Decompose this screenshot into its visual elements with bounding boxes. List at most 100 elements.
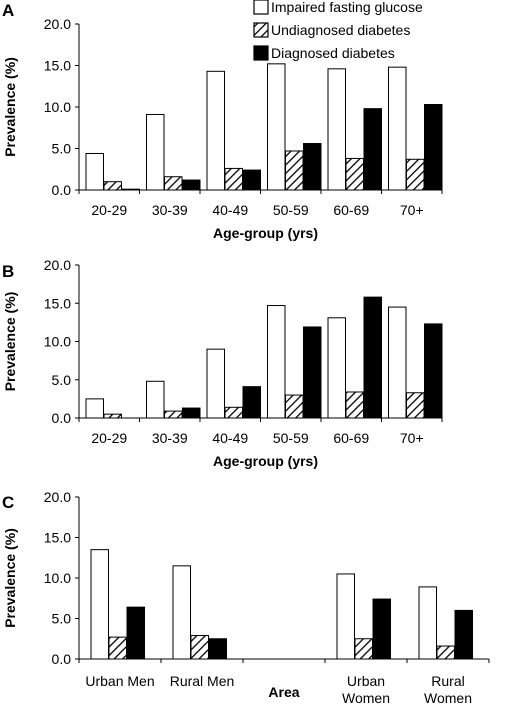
bar-diagnosed-diabetes [303, 143, 322, 191]
bar-impaired-fasting-glucose [146, 380, 165, 419]
y-axis-title: Prevalence (%) [2, 528, 18, 628]
legend-label-impaired-fasting-glucose: Impaired fasting glucose [271, 0, 423, 15]
bar-impaired-fasting-glucose [267, 63, 286, 191]
bar-diagnosed-diabetes [182, 179, 201, 191]
bar-impaired-fasting-glucose [267, 305, 286, 419]
x-tick-label: 50-59 [273, 430, 309, 446]
panel-b-chart: B 0.0 5.0 10.0 15.0 20.0 Prevalence (%) 20-29 30… [2, 257, 443, 469]
legend: Impaired fasting glucose Undiagnosed dia… [253, 0, 423, 61]
y-tick-label: 0.0 [52, 410, 72, 426]
x-tick-label: 60-69 [333, 430, 369, 446]
bar-undiagnosed-diabetes [285, 150, 304, 191]
bar-undiagnosed-diabetes [108, 636, 127, 660]
bar-diagnosed-diabetes [363, 108, 382, 191]
x-axis-title: Age-group (yrs) [213, 453, 318, 469]
panel-letter: B [2, 262, 14, 281]
x-axis-title: Age-group (yrs) [213, 225, 318, 241]
x-tick-label: 40-49 [212, 430, 248, 446]
x-tick-label-line: Urban [347, 673, 385, 689]
bar-impaired-fasting-glucose [146, 113, 165, 191]
bar-diagnosed-diabetes [121, 188, 140, 191]
y-tick-label: 20.0 [44, 16, 71, 32]
y-tick-label: 10.0 [44, 99, 71, 115]
bar-undiagnosed-diabetes [103, 181, 122, 191]
x-tick-label-line: Women [342, 690, 390, 706]
bar-diagnosed-diabetes [363, 296, 382, 419]
bar-impaired-fasting-glucose [327, 317, 346, 419]
bar-diagnosed-diabetes [242, 169, 261, 191]
bar-undiagnosed-diabetes [224, 406, 243, 419]
y-tick-label: 5.0 [52, 372, 72, 388]
y-tick-label: 15.0 [44, 58, 71, 74]
panel-letter: C [2, 493, 14, 512]
y-tick-label: 15.0 [44, 530, 71, 546]
bar-undiagnosed-diabetes [354, 638, 373, 660]
y-tick-label: 20.0 [44, 257, 71, 273]
legend-label-diagnosed-diabetes: Diagnosed diabetes [271, 45, 395, 61]
legend-item-diagnosed-diabetes: Diagnosed diabetes [253, 45, 395, 61]
x-tick-label: 30-39 [152, 202, 188, 218]
bar-undiagnosed-diabetes [190, 635, 209, 660]
bar-undiagnosed-diabetes [345, 391, 364, 419]
panel-a-chart: A 0.0 5.0 10.0 15.0 20.0 Prevalence (%) 20-29 30… [2, 1, 443, 241]
x-tick-label-line: Women [424, 690, 472, 706]
x-tick-label: 20-29 [91, 202, 127, 218]
bar-undiagnosed-diabetes [406, 392, 425, 419]
bar-undiagnosed-diabetes [285, 394, 304, 419]
bar-impaired-fasting-glucose [172, 565, 191, 660]
y-tick-label: 0.0 [52, 182, 72, 198]
y-axis-title: Prevalence (%) [2, 57, 18, 157]
bar-undiagnosed-diabetes [345, 157, 364, 191]
x-tick-label: 40-49 [212, 202, 248, 218]
y-tick-label: 0.0 [52, 651, 72, 667]
x-axis-title: Area [268, 684, 299, 700]
legend-label-undiagnosed-diabetes: Undiagnosed diabetes [271, 22, 410, 38]
bar-diagnosed-diabetes [242, 386, 261, 419]
panel-c-chart: C 0.0 5.0 10.0 15.0 20.0 Prevalence (%) Urban M… [2, 489, 490, 706]
x-tick-label: 20-29 [91, 430, 127, 446]
x-tick-label: 60-69 [333, 202, 369, 218]
bar-impaired-fasting-glucose [90, 549, 109, 660]
y-tick-label: 5.0 [52, 611, 72, 627]
x-tick-label: 50-59 [273, 202, 309, 218]
bar-diagnosed-diabetes [303, 326, 322, 419]
x-tick-label: Rural Men [170, 673, 235, 689]
x-tick-label-line: Rural [431, 673, 464, 689]
bar-undiagnosed-diabetes [103, 413, 122, 419]
bar-undiagnosed-diabetes [406, 158, 425, 191]
bar-impaired-fasting-glucose [418, 586, 437, 660]
bar-diagnosed-diabetes [372, 598, 391, 660]
x-tick-label: Urban Men [85, 673, 154, 689]
bar-impaired-fasting-glucose [206, 348, 225, 419]
bar-impaired-fasting-glucose [327, 68, 346, 191]
bar-undiagnosed-diabetes [164, 176, 183, 191]
bar-diagnosed-diabetes [454, 609, 473, 660]
y-tick-label: 5.0 [52, 141, 72, 157]
panel-letter: A [2, 1, 14, 20]
bar-diagnosed-diabetes [424, 104, 443, 191]
legend-swatch-hatched [253, 22, 269, 38]
y-tick-label: 10.0 [44, 334, 71, 350]
bar-undiagnosed-diabetes [164, 410, 183, 419]
bar-impaired-fasting-glucose [206, 70, 225, 191]
bar-diagnosed-diabetes [424, 323, 443, 419]
y-tick-label: 15.0 [44, 295, 71, 311]
x-tick-label: 70+ [400, 202, 424, 218]
bar-undiagnosed-diabetes [224, 167, 243, 191]
x-tick-label: 30-39 [152, 430, 188, 446]
x-tick-label: 70+ [400, 430, 424, 446]
bar-diagnosed-diabetes [208, 638, 227, 660]
legend-item-impaired-fasting-glucose: Impaired fasting glucose [253, 0, 423, 15]
legend-swatch-open [253, 0, 269, 15]
bar-impaired-fasting-glucose [388, 66, 407, 191]
y-axis-title: Prevalence (%) [2, 292, 18, 392]
bar-impaired-fasting-glucose [85, 152, 104, 191]
bar-undiagnosed-diabetes [436, 645, 455, 660]
bar-diagnosed-diabetes [126, 606, 145, 660]
bar-impaired-fasting-glucose [388, 306, 407, 419]
legend-swatch-solid [253, 45, 269, 61]
bar-diagnosed-diabetes [182, 407, 201, 419]
y-tick-label: 10.0 [44, 570, 71, 586]
bar-impaired-fasting-glucose [85, 398, 104, 419]
